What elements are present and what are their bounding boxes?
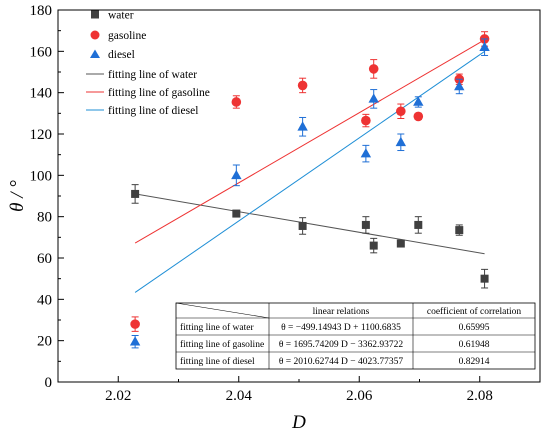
legend-marker-gasoline [90,30,100,40]
diesel-point [360,148,372,158]
table-diagonal-line [175,302,270,319]
correlation-table: linear relations coefficient of correlat… [175,302,536,370]
table-header-coef: coefficient of correlation [427,306,521,317]
y-tick-label: 100 [30,168,53,184]
diesel-point [413,96,424,106]
table-cell-name: fitting line of water [180,322,254,333]
gasoline-point [297,80,308,91]
fit-line-gasoline [134,39,485,244]
diesel-point [129,336,141,346]
legend: water gasoline diesel fitting line of wa… [86,10,210,117]
y-tick-label: 0 [45,375,53,391]
axis-ticks [57,9,541,383]
y-tick-label: 60 [37,251,52,267]
water-point [361,220,370,229]
gasoline-point [396,106,406,117]
table-cell-name: fitting line of gasoline [180,339,264,350]
x-axis-title: D [291,412,306,433]
legend-marker-diesel [90,49,100,58]
y-tick-label: 120 [30,127,53,143]
table-cell-coef: 0.65995 [459,323,490,333]
legend-label-fit-diesel: fitting line of diesel [108,105,198,117]
y-axis-title: θ / ° [7,180,28,212]
legend-label-fit-gasoline: fitting line of gasoline [108,87,210,99]
gasoline-point [130,319,140,329]
x-tick-label: 2.06 [346,388,373,404]
water-point [131,189,140,198]
diesel-point [479,41,490,51]
table-frame [175,302,536,370]
table-cell-coef: 0.61948 [459,340,490,350]
legend-marker-water [91,10,99,19]
y-tick-label: 20 [37,334,52,350]
water-point [232,209,241,218]
gasoline-point [361,115,371,126]
y-tick-label: 140 [30,86,53,102]
y-tick-label: 80 [37,210,52,226]
table-header-linear: linear relations [313,307,370,317]
legend-label-gasoline: gasoline [108,30,146,42]
diesel-point [395,136,407,147]
fit-line-diesel [134,51,485,293]
water-point [480,274,489,283]
gasoline-point [413,111,424,122]
legend-label-diesel: diesel [108,49,135,61]
water-point [414,220,423,229]
table-cell-relation: θ = 2010.62744 D − 4023.77357 [279,357,404,367]
table-cell-coef: 0.82914 [459,357,490,367]
diesel-point [368,93,379,103]
y-tick-label: 160 [30,44,53,60]
fit-line-water [135,193,485,255]
x-tick-label: 2.08 [467,388,493,404]
x-tick-label: 2.04 [226,388,253,404]
x-tick-label: 2.02 [105,388,131,404]
table-cell-relation: θ = 1695.74209 D − 3362.93722 [279,340,404,350]
table-cell-name: fitting line of diesel [180,356,255,367]
legend-label-water: water [108,10,134,22]
data-points [129,31,490,349]
y-tick-label: 180 [30,3,53,19]
legend-label-fit-water: fitting line of water [108,69,197,81]
table-cell-relation: θ = −499.14943 D + 1100.6835 [281,323,401,333]
x-tick-labels: 2.02 2.04 2.06 2.08 [105,388,493,404]
water-point [298,221,307,230]
water-point [369,241,378,250]
y-tick-label: 40 [37,292,52,308]
y-tick-labels: 0 20 40 60 80 100 120 140 160 180 [30,3,53,391]
diesel-point [231,169,242,180]
water-point [396,239,405,248]
gasoline-point [368,64,379,74]
fit-lines [134,39,485,293]
gasoline-point [231,97,242,107]
diesel-point [297,121,308,131]
water-point [455,226,464,235]
diesel-point [454,80,465,91]
